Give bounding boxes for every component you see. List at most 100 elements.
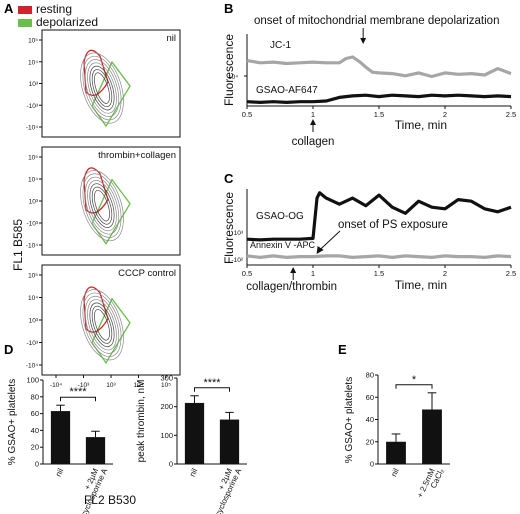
resting-gate — [83, 49, 109, 96]
density-contour — [89, 302, 115, 348]
y-tick-label: 100 — [160, 431, 173, 440]
y-tick-label: 60 — [31, 409, 39, 418]
y-tick-label: 20 — [366, 437, 374, 446]
density-contour — [94, 189, 110, 222]
bar-D1-0 — [50, 411, 71, 464]
density-contour — [84, 59, 120, 117]
x-axis-label-a: FL2 B530 — [84, 493, 136, 507]
legend-swatch-depolarized — [18, 19, 32, 27]
x-tick-label: 0.5 — [242, 110, 252, 119]
density-contour — [87, 180, 117, 232]
x-tick-label: -10⁴ — [50, 382, 62, 389]
y-tick-label: 10³ — [29, 81, 39, 88]
y-tick-label: 10⁴ — [28, 177, 38, 184]
bar-E-1 — [422, 409, 442, 464]
flow-panel-label: nil — [166, 33, 176, 44]
significance-bracket — [60, 396, 96, 402]
category-label: nil — [188, 467, 200, 478]
x-tick-label: 2 — [443, 110, 447, 119]
x-tick-label: 0.5 — [242, 269, 252, 278]
y-axis-label-e: % GSAO+ platelets — [344, 377, 355, 463]
x-tick-label: 10³ — [106, 382, 116, 389]
bar-D1-1 — [85, 437, 106, 464]
series-label-annexin: Annexin V -APC — [250, 240, 316, 250]
resting-gate — [83, 167, 109, 214]
y-tick-label: -10⁴ — [26, 243, 38, 250]
y-axis-label-d2: peak thrombin, nM — [136, 380, 147, 463]
y-tick-label: 0 — [370, 460, 374, 469]
legend-label-depolarized: depolarized — [36, 15, 98, 29]
density-contour — [91, 305, 113, 344]
depolarized-gate — [91, 60, 131, 128]
y-tick-label-c-1: 10³ — [234, 230, 244, 237]
significance-marker: * — [412, 374, 417, 386]
significance-bracket — [395, 384, 433, 389]
panel-label-b: B — [224, 1, 233, 16]
significance-bracket — [194, 387, 230, 392]
y-axis-label-c: Fluorescence — [222, 192, 236, 264]
category-label: nil — [54, 467, 66, 478]
y-tick-label: 0 — [35, 460, 39, 469]
resting-gate — [83, 286, 109, 333]
panel-label-d: D — [4, 342, 13, 357]
annotation-collagen: collagen — [292, 136, 335, 148]
collagen-thrombin-arrow-head — [290, 267, 297, 273]
y-tick-label: 10⁵ — [28, 38, 38, 45]
y-tick-label: 0 — [169, 460, 173, 469]
x-tick-label: 1 — [311, 269, 315, 278]
y-tick-label: -10⁴ — [26, 125, 38, 132]
y-tick-label: 20 — [31, 443, 39, 452]
significance-marker: **** — [203, 377, 221, 389]
x-axis-label-b: Time, min — [395, 118, 447, 132]
annotation-collagen-thrombin: collagen/thrombin — [246, 281, 337, 293]
bar-D2-1 — [219, 419, 240, 464]
y-tick-label: 10⁴ — [28, 59, 38, 66]
y-tick-label: 300 — [160, 374, 173, 383]
y-tick-label: 80 — [366, 371, 374, 380]
series-label-gsao-af647: GSAO-AF647 — [256, 85, 318, 96]
panel-label-a: A — [4, 1, 14, 16]
density-contour — [82, 173, 122, 238]
x-axis-label-c: Time, min — [395, 278, 447, 292]
density-contour — [84, 176, 120, 235]
y-tick-label: -10³ — [26, 340, 38, 347]
depolarized-gate — [91, 297, 131, 364]
density-contour — [91, 69, 113, 108]
density-contour — [94, 72, 110, 104]
y-tick-label: -10⁴ — [26, 363, 38, 370]
panel-label-c: C — [224, 171, 234, 186]
x-tick-label: 1.5 — [374, 110, 384, 119]
x-tick-label: 10⁵ — [161, 382, 171, 389]
depolarized-gate — [91, 178, 131, 245]
series-line-jc-1 — [246, 55, 512, 79]
y-tick-label: -10³ — [26, 221, 38, 228]
density-contour — [91, 186, 113, 225]
y-tick-label-b: 10⁴ — [228, 74, 238, 81]
x-tick-label: 10⁴ — [133, 382, 143, 389]
annotation-arrow-head — [360, 38, 367, 44]
density-contour — [80, 289, 124, 361]
y-tick-label: 60 — [366, 393, 374, 402]
density-contour — [82, 55, 122, 121]
density-contour — [89, 65, 115, 111]
density-contour — [94, 309, 110, 341]
legend-label-resting: resting — [36, 2, 72, 16]
legend-swatch-resting — [18, 6, 32, 14]
y-axis-label-a: FL1 B585 — [11, 219, 25, 271]
series-line-gsao-af647 — [246, 93, 512, 104]
panel-label-e: E — [338, 342, 347, 357]
series-label-gsao-og: GSAO-OG — [256, 211, 304, 222]
x-tick-label: 1 — [311, 110, 315, 119]
annotation-mito-depolarization: onset of mitochondrial membrane depolari… — [254, 15, 499, 27]
flow-panel-frame — [41, 29, 181, 138]
y-tick-label: 200 — [160, 402, 173, 411]
significance-marker: **** — [69, 386, 87, 398]
flow-panel-label: thrombin+collagen — [98, 150, 176, 161]
y-tick-label: 100 — [26, 376, 39, 385]
bar-E-0 — [386, 441, 406, 464]
y-tick-label: 40 — [31, 426, 39, 435]
density-contour — [80, 52, 124, 124]
y-tick-label: 40 — [366, 415, 374, 424]
density-contour — [87, 62, 117, 114]
x-tick-label: -10³ — [78, 382, 90, 389]
